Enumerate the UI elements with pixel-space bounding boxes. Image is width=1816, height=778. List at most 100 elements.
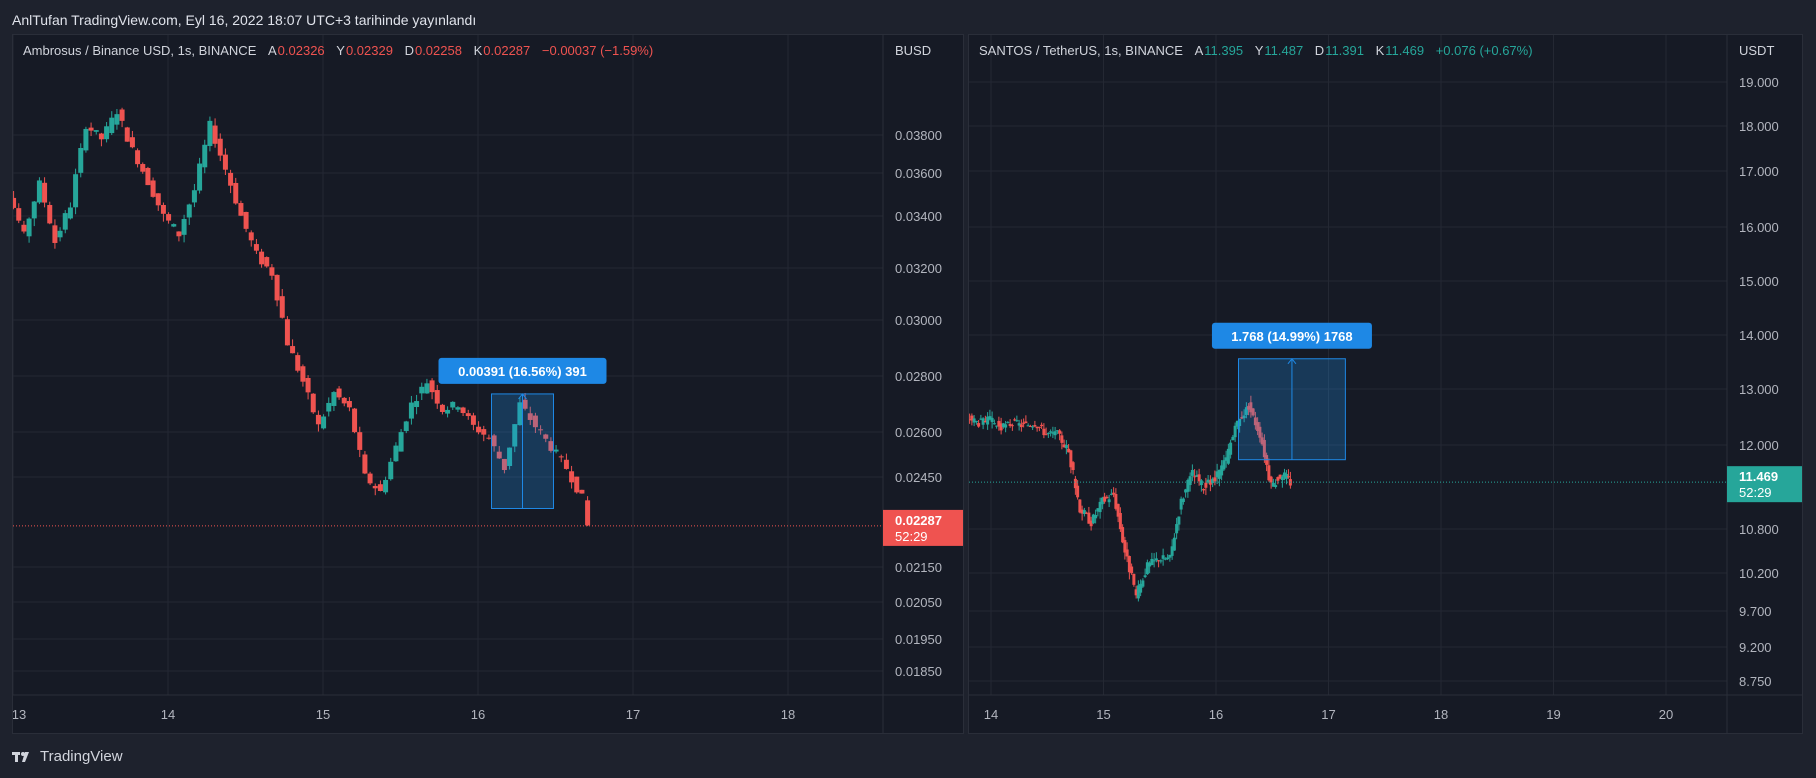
candle-body [253, 244, 259, 251]
candle [393, 442, 399, 462]
candle-body [1143, 575, 1147, 578]
candle [455, 406, 461, 413]
candle [1143, 568, 1147, 579]
candle [1046, 432, 1050, 438]
measure-label-box [1211, 322, 1372, 349]
candle-body [992, 423, 996, 425]
chart-panel-santos[interactable]: 1.768 (14.99%) 1768 USDT 19.000 18.000 17.00… [968, 34, 1803, 734]
candle-body [259, 251, 265, 265]
candle [574, 476, 580, 494]
candle [135, 148, 141, 168]
candle [1202, 488, 1206, 494]
candle-body [150, 180, 156, 197]
candle [1044, 427, 1048, 436]
candle [1231, 434, 1235, 441]
candle-body [377, 484, 383, 491]
candle [119, 107, 125, 128]
candle [181, 214, 187, 243]
candle [1051, 426, 1055, 439]
candle [166, 212, 172, 224]
price-tick-label: 18.000 [1739, 119, 1779, 134]
candle [326, 397, 332, 417]
candle [336, 386, 342, 400]
candle-body [1098, 501, 1102, 513]
candle-body [1096, 508, 1100, 512]
candle [986, 412, 990, 430]
candle-body [269, 267, 275, 276]
candle [1197, 468, 1201, 486]
candle-body [1118, 513, 1122, 530]
candle-body [1069, 450, 1073, 468]
candle-body [501, 458, 507, 471]
candle [1267, 458, 1271, 482]
candle-body [543, 434, 549, 439]
candle-body [1258, 426, 1262, 438]
candle-body [336, 388, 342, 398]
candle-body [352, 408, 358, 433]
price-tick-label: 12.000 [1739, 438, 1779, 453]
candle-body [1229, 442, 1233, 455]
candle [445, 406, 451, 418]
candle-body [481, 429, 487, 435]
candle [1053, 426, 1057, 440]
candle-body [1116, 503, 1120, 517]
candle-body [109, 117, 115, 134]
candle-body [16, 208, 22, 221]
candle [465, 409, 471, 420]
candle-body [1051, 432, 1055, 434]
candle-body [346, 400, 352, 408]
candle [1161, 548, 1165, 566]
candle [997, 416, 1001, 431]
candle [16, 203, 22, 224]
chart-canvas-ambrosus[interactable]: 0.00391 (16.56%) 391 BUSD 0.03800 0.03600 0.… [13, 35, 964, 734]
candle [140, 162, 146, 174]
candle-body [166, 214, 172, 221]
candle [424, 378, 430, 394]
candle-body [1251, 408, 1255, 416]
candle [1238, 418, 1242, 433]
candle [290, 339, 296, 354]
candle-body [310, 393, 316, 413]
candle-body [1125, 549, 1129, 557]
candle [300, 364, 306, 387]
candle [548, 437, 554, 453]
candle-body [290, 346, 296, 354]
candle-body [372, 485, 378, 489]
candle-body [362, 454, 368, 474]
chart-canvas-santos[interactable]: 1.768 (14.99%) 1768 USDT 19.000 18.000 17.00… [969, 35, 1803, 734]
candle [1222, 454, 1226, 471]
chart-panel-ambrosus[interactable]: 0.00391 (16.56%) 391 BUSD 0.03800 0.03600 0.… [12, 34, 964, 734]
candle-body [553, 449, 559, 452]
candle-body [212, 125, 218, 144]
candle-body [119, 109, 125, 121]
candle [274, 274, 280, 307]
candle-body [507, 447, 513, 466]
candle-body [1022, 422, 1026, 424]
candle [527, 406, 533, 425]
candle-body [104, 126, 110, 140]
candle-body [1199, 480, 1203, 486]
candle-body [429, 380, 435, 393]
candle-body [1276, 477, 1280, 481]
candle [1069, 449, 1073, 474]
candle-body [977, 423, 981, 427]
candle-body [1242, 415, 1246, 419]
candle [346, 397, 352, 412]
candle-body [1085, 512, 1089, 514]
candle [429, 378, 435, 400]
candle [1004, 420, 1008, 433]
candle-body [1112, 492, 1116, 495]
candle [98, 132, 104, 147]
candles [13, 107, 591, 527]
candle-body [1100, 497, 1104, 505]
candle-body [217, 138, 223, 156]
candle-body [315, 414, 321, 425]
candle-body [93, 130, 99, 132]
candle [88, 122, 94, 137]
candle-body [470, 415, 476, 425]
candle-body [403, 421, 409, 431]
candle [1112, 487, 1116, 498]
price-tick-label: 14.000 [1739, 328, 1779, 343]
candle [403, 420, 409, 434]
candle [1019, 419, 1023, 432]
